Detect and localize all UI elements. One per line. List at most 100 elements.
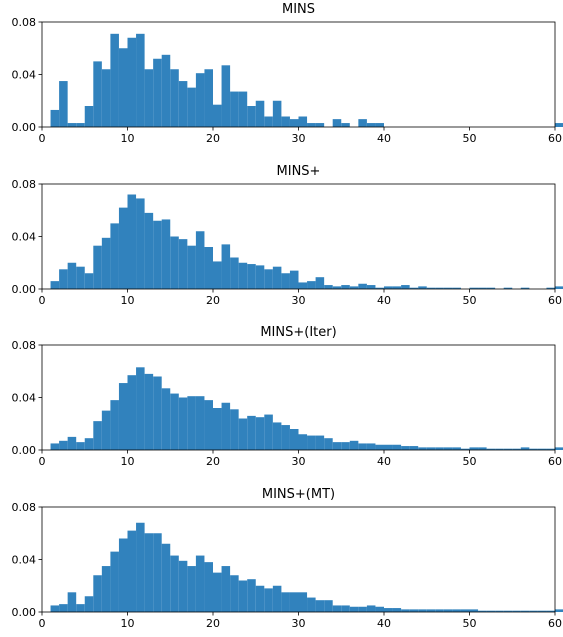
- histogram-bar: [495, 610, 504, 612]
- histogram-bar: [67, 592, 77, 612]
- histogram-bar: [238, 418, 248, 450]
- histogram-bar: [255, 417, 265, 450]
- histogram-bar: [460, 609, 470, 613]
- histogram-bar: [187, 566, 196, 612]
- histogram-bar: [127, 375, 137, 450]
- histogram-bar: [127, 530, 137, 613]
- histogram-bar: [204, 400, 213, 451]
- histogram-bar: [307, 435, 316, 450]
- histogram-bar: [178, 239, 188, 290]
- histogram-bar: [118, 538, 128, 612]
- histogram-bar: [161, 543, 171, 612]
- histogram-bar: [486, 287, 496, 289]
- histogram-bar: [247, 264, 256, 289]
- histogram-bar: [255, 265, 265, 290]
- histogram-bar: [546, 610, 555, 612]
- chart-panel-4: MINS+(MT) 0 10 20 30 40 50 60 0.00 0.04 0.08: [12, 487, 563, 630]
- histogram-bar: [118, 48, 128, 127]
- histogram-bar: [332, 605, 342, 612]
- histogram-bar: [153, 376, 162, 450]
- histogram-bar: [341, 442, 350, 451]
- histogram-bar: [153, 533, 162, 612]
- histogram-bar: [358, 119, 367, 128]
- histogram-bar: [264, 269, 273, 289]
- y-tick-label: 0.00: [12, 283, 37, 296]
- histogram-bar: [93, 421, 102, 451]
- histogram-bar: [247, 415, 256, 451]
- histogram-bar: [195, 231, 205, 289]
- histogram-bar: [426, 609, 436, 613]
- bars: [50, 367, 563, 451]
- histogram-bar: [153, 58, 162, 127]
- histogram-bar: [289, 270, 299, 290]
- histogram-bar: [349, 606, 359, 612]
- histogram-bar: [555, 609, 563, 613]
- histogram-bar: [307, 597, 316, 612]
- x-tick-label: 20: [206, 617, 220, 630]
- chart-panel-1: MINS 0 10 20 30 40 50 60 0.00 0.04 0.08: [12, 2, 563, 145]
- histogram-bar: [110, 223, 119, 290]
- histogram-bar: [136, 522, 145, 612]
- histogram-bar: [255, 585, 265, 612]
- histogram-bar: [187, 87, 196, 128]
- histogram-bar: [195, 73, 205, 127]
- histogram-bar: [486, 610, 496, 612]
- histogram-bar: [452, 287, 461, 289]
- histogram-bar: [195, 555, 205, 612]
- y-tick-label: 0.00: [12, 606, 37, 619]
- histogram-bar: [358, 283, 367, 289]
- histogram-bar: [460, 448, 470, 450]
- histogram-bar: [341, 123, 350, 127]
- x-tick-label: 0: [39, 294, 46, 307]
- histogram-bar: [178, 560, 188, 612]
- histogram-bar: [555, 123, 563, 127]
- y-tick-label: 0.08: [12, 339, 37, 352]
- histogram-bar: [546, 448, 555, 450]
- histogram-bar: [375, 123, 384, 127]
- histogram-bar: [255, 100, 265, 127]
- histogram-bar: [213, 408, 222, 450]
- histogram-bar: [375, 444, 384, 450]
- histogram-bar: [452, 447, 461, 451]
- y-tick-label: 0.00: [12, 121, 37, 134]
- histogram-bar: [76, 266, 85, 289]
- histogram-bar: [469, 447, 479, 451]
- histogram-bar: [110, 33, 119, 128]
- histogram-bar: [247, 106, 256, 127]
- histogram-bar: [272, 422, 282, 450]
- histogram-bar: [392, 444, 402, 450]
- histogram-bar: [101, 566, 111, 612]
- histogram-bar: [93, 61, 102, 128]
- y-tick-label: 0.04: [12, 554, 37, 567]
- histogram-bar: [529, 448, 538, 450]
- histogram-bar: [136, 198, 145, 289]
- histogram-bar: [59, 440, 68, 450]
- y-tick-label: 0.08: [12, 501, 37, 514]
- x-tick-label: 20: [206, 294, 220, 307]
- x-tick-label: 40: [377, 455, 391, 468]
- x-tick-label: 50: [463, 132, 477, 145]
- histogram-bar: [195, 396, 205, 450]
- histogram-bar: [537, 610, 547, 612]
- histogram-bar: [315, 277, 325, 289]
- histogram-bar: [67, 123, 77, 127]
- histogram-bar: [118, 207, 128, 290]
- histogram-bar: [161, 388, 171, 450]
- histogram-bar: [469, 609, 479, 613]
- histogram-bar: [375, 606, 384, 612]
- histogram-bar: [272, 100, 282, 127]
- histogram-bar: [238, 262, 248, 289]
- histogram-bar: [503, 610, 513, 612]
- histogram-bar: [76, 442, 85, 451]
- histogram-bar: [401, 609, 410, 613]
- histogram-bar: [264, 414, 273, 450]
- histogram-bar: [153, 220, 162, 289]
- histogram-bar: [204, 562, 213, 613]
- x-tick-label: 20: [206, 455, 220, 468]
- histogram-bar: [50, 281, 60, 290]
- histogram-bar: [358, 443, 367, 450]
- histogram-bar: [289, 429, 299, 450]
- bars: [50, 33, 563, 128]
- histogram-bar: [555, 447, 563, 451]
